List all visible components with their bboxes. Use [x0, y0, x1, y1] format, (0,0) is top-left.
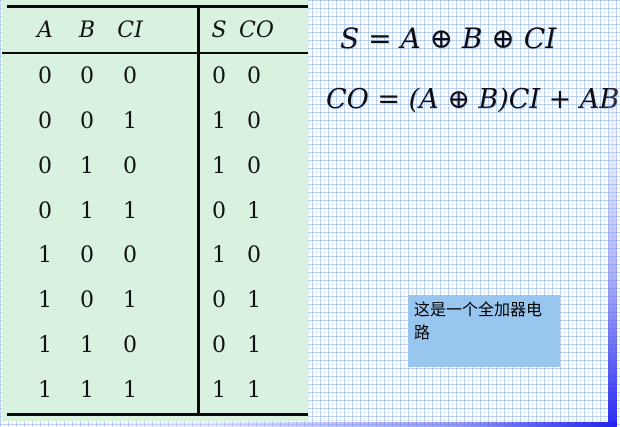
table-cell: 1: [212, 153, 226, 179]
table-cell: 0: [38, 198, 52, 224]
truth-table-header: A B CI S CO: [2, 8, 308, 52]
table-top-rule: [7, 5, 308, 8]
table-cell: 0: [212, 288, 226, 314]
table-cell: 1: [123, 198, 137, 224]
table-cell: 1: [123, 378, 137, 404]
table-cell: 1: [38, 288, 52, 314]
table-cell: 0: [247, 153, 261, 179]
note-text-line-2: 路: [414, 323, 431, 343]
table-cell: 0: [247, 243, 261, 269]
table-cell: 0: [212, 63, 226, 89]
note-box[interactable]: 这是一个全加器电 路: [408, 295, 560, 367]
table-cell: 0: [38, 63, 52, 89]
page-edge-bottom-gradient: [0, 422, 617, 427]
table-cell: 0: [123, 333, 137, 359]
table-cell: 0: [80, 108, 94, 134]
table-cell: 0: [247, 63, 261, 89]
column-header-co: CO: [239, 17, 274, 43]
table-cell: 0: [80, 63, 94, 89]
table-cell: 0: [123, 243, 137, 269]
table-cell: 1: [123, 288, 137, 314]
table-cell: 1: [212, 378, 226, 404]
table-bottom-rule: [7, 413, 308, 416]
table-cell: 1: [123, 108, 137, 134]
table-cell: 1: [38, 378, 52, 404]
column-header-s: S: [211, 17, 227, 43]
table-cell: 0: [80, 243, 94, 269]
table-cell: 0: [212, 333, 226, 359]
table-cell: 1: [38, 333, 52, 359]
table-column-divider: [197, 5, 200, 416]
table-cell: 0: [38, 108, 52, 134]
column-header-a: A: [37, 17, 53, 43]
page-edge-right-gradient: [608, 0, 617, 427]
table-cell: 1: [247, 288, 261, 314]
column-header-ci: CI: [117, 17, 143, 43]
table-cell: 0: [123, 153, 137, 179]
table-cell: 1: [80, 333, 94, 359]
table-header-rule: [2, 52, 308, 54]
table-cell: 0: [247, 108, 261, 134]
table-header-row: A B CI S CO: [2, 8, 308, 52]
table-cell: 1: [247, 378, 261, 404]
table-cell: 0: [212, 198, 226, 224]
sum-equation: S = A ⊕ B ⊕ CI: [340, 22, 557, 55]
carry-equation: CO = (A ⊕ B)CI + AB: [326, 84, 620, 115]
table-cell: 1: [38, 243, 52, 269]
column-header-b: B: [78, 17, 96, 43]
note-text-line-1: 这是一个全加器电: [414, 300, 543, 319]
table-cell: 0: [123, 63, 137, 89]
table-cell: 1: [247, 198, 261, 224]
table-cell: 1: [212, 108, 226, 134]
table-cell: 1: [80, 378, 94, 404]
table-cell: 1: [247, 333, 261, 359]
table-cell: 1: [212, 243, 226, 269]
table-cell: 1: [80, 198, 94, 224]
table-cell: 0: [38, 153, 52, 179]
table-cell: 1: [80, 153, 94, 179]
table-cell: 0: [80, 288, 94, 314]
